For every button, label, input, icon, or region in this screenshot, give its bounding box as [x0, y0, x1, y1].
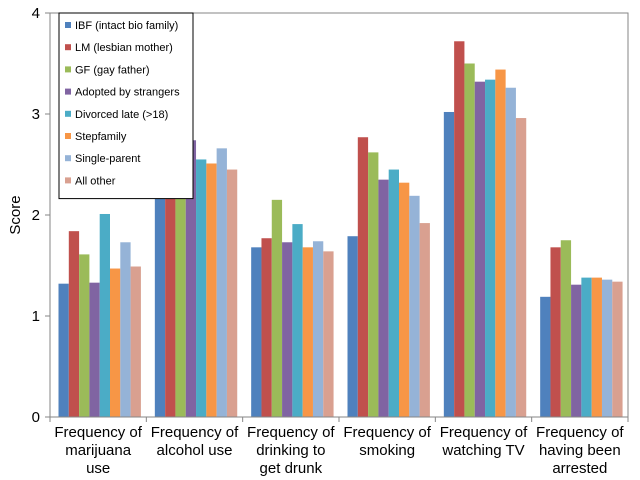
bar-2-4	[357, 137, 369, 418]
bar-5-5	[485, 79, 496, 417]
bar-3-3	[271, 199, 283, 417]
bar-6-6	[591, 277, 602, 417]
legend-label-4: Adopted by strangers	[75, 87, 180, 99]
legend-swatch-2	[65, 44, 71, 51]
legend-label-7: Single-parent	[75, 153, 140, 165]
bar-1-2	[154, 144, 166, 418]
bar-7-4	[409, 195, 420, 417]
legend-swatch-5	[65, 110, 71, 117]
bar-3-4	[368, 152, 379, 417]
category-label-3: Frequency of drinking to get drunk	[247, 424, 335, 477]
bar-4-3	[282, 242, 293, 417]
bar-4-5	[474, 81, 486, 418]
bar-2-5	[454, 41, 465, 417]
y-tick-label-2: 2	[32, 207, 40, 224]
bar-8-6	[612, 281, 623, 417]
legend-box	[58, 12, 194, 200]
legend-swatch-1	[65, 22, 71, 28]
bar-4-6	[571, 284, 582, 417]
bar-6-5	[495, 69, 506, 417]
bar-1-3	[251, 247, 262, 417]
category-label-6: Frequency of having been arrested	[536, 424, 624, 477]
bar-7-5	[505, 87, 516, 418]
bar-5-6	[581, 277, 592, 417]
category-label-1: Frequency of marijuana use	[54, 424, 142, 477]
bar-1-6	[540, 296, 551, 417]
bar-3-1	[79, 254, 90, 417]
bar-7-6	[601, 279, 613, 417]
bar-2-2	[165, 177, 176, 417]
legend-swatch-6	[65, 133, 71, 139]
legend-swatch-7	[65, 155, 71, 162]
y-tick-label-3: 3	[32, 106, 40, 123]
bar-5-4	[388, 169, 399, 417]
legend-label-6: Stepfamily	[75, 131, 127, 143]
bar-8-5	[515, 118, 527, 417]
bar-4-2	[185, 140, 197, 417]
bar-3-6	[560, 240, 572, 417]
legend-swatch-8	[65, 177, 71, 184]
bar-8-2	[226, 169, 238, 417]
bar-3-5	[464, 63, 475, 417]
legend-label-2: LM (lesbian mother)	[75, 42, 173, 54]
y-tick-label-0: 0	[32, 409, 40, 426]
bar-6-4	[399, 182, 410, 417]
legend-swatch-4	[65, 88, 71, 95]
bar-6-1	[110, 268, 121, 417]
legend-label-1: IBF (intact bio family)	[75, 20, 178, 32]
bar-2-3	[261, 238, 272, 417]
bar-1-1	[58, 283, 69, 417]
bar-1-5	[443, 111, 455, 417]
category-label-5: Frequency of watching TV	[440, 424, 528, 459]
bar-8-4	[419, 223, 430, 417]
bar-6-2	[206, 163, 217, 417]
legend-label-3: GF (gay father)	[75, 64, 150, 76]
bar-6-3	[302, 247, 313, 417]
bar-7-1	[120, 242, 131, 417]
legend-label-5: Divorced late (>18)	[75, 109, 168, 121]
bar-5-1	[99, 213, 110, 417]
legend-label-8: All other	[75, 175, 116, 187]
bar-7-2	[216, 148, 227, 417]
bar-8-3	[323, 251, 334, 417]
bar-2-1	[68, 231, 80, 417]
bar-5-2	[196, 159, 207, 417]
category-label-2: Frequency of alcohol use	[151, 424, 239, 459]
y-tick-label-1: 1	[32, 308, 40, 325]
category-label-4: Frequency of smoking	[343, 424, 431, 459]
legend-swatch-3	[65, 66, 71, 73]
y-axis-title: Score	[7, 195, 24, 234]
bar-1-4	[347, 236, 358, 417]
bar-8-1	[130, 266, 141, 417]
y-tick-label-4: 4	[32, 5, 40, 22]
bar-5-3	[292, 224, 303, 417]
bar-3-2	[175, 144, 186, 418]
bar-4-1	[89, 282, 100, 417]
bar-2-6	[550, 247, 561, 417]
bar-7-3	[312, 241, 324, 417]
bar-4-4	[378, 179, 389, 417]
